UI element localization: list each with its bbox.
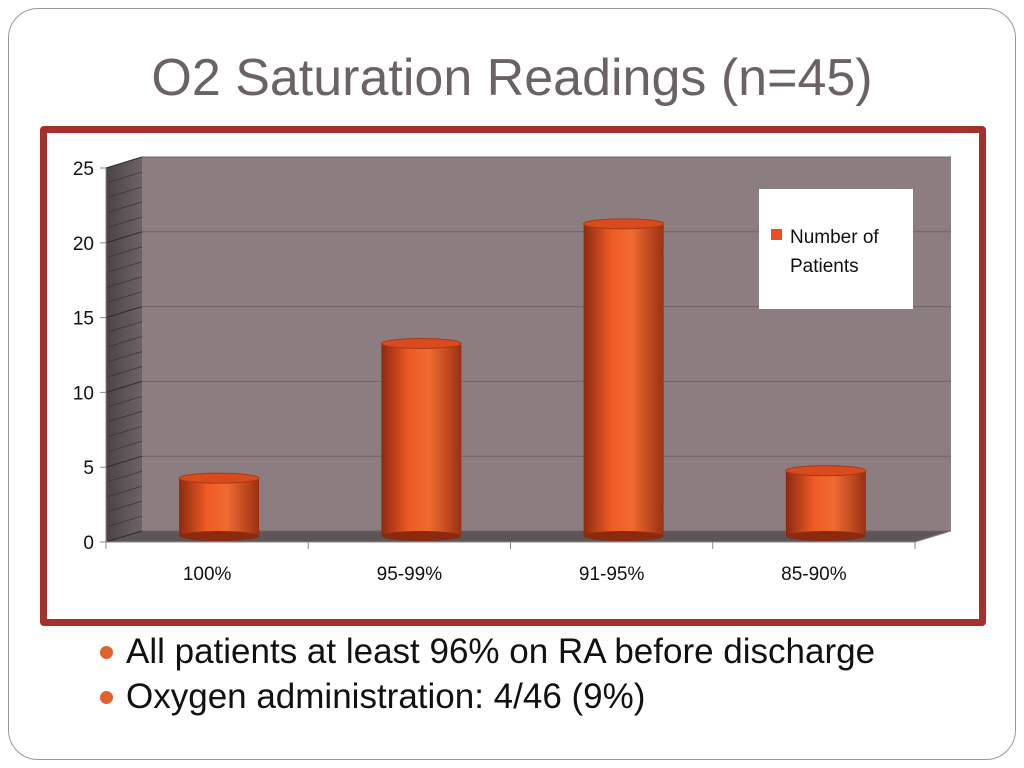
bar-top: [380, 338, 462, 350]
bullet-dot-icon: [100, 691, 113, 704]
plot-back-wall: [142, 157, 951, 531]
minor-gridline-side: [105, 485, 143, 498]
minor-gridline-side: [105, 410, 143, 423]
y-tick-label: 5: [83, 458, 94, 479]
minor-gridline-side: [105, 171, 143, 184]
bar-base: [179, 531, 260, 541]
minor-gridline-side: [105, 440, 143, 453]
minor-gridline-side: [105, 351, 143, 363]
slide-title: O2 Saturation Readings (n=45): [151, 49, 873, 107]
bar-top: [583, 218, 665, 230]
gridline-side: [105, 380, 143, 393]
bullet-list: All patients at least 96% on RA before d…: [100, 634, 960, 724]
plot-side-wall: [106, 157, 142, 542]
gridline-side: [105, 306, 143, 319]
bar: [583, 223, 664, 536]
legend-box: [759, 189, 913, 309]
gridline-side: [105, 156, 143, 169]
minor-gridline-side: [105, 425, 143, 438]
x-tick-label: 91-95%: [579, 564, 645, 585]
bullet-item-oxygen: Oxygen administration: 4/46 (9%): [100, 679, 960, 714]
x-tick-label: 100%: [183, 564, 232, 585]
y-tick-label: 15: [73, 309, 94, 330]
legend-swatch: [771, 229, 782, 240]
minor-gridline-side: [105, 500, 143, 513]
bar-base: [785, 531, 866, 541]
y-tick-label: 25: [73, 159, 94, 180]
bullet-item-discharge: All patients at least 96% on RA before d…: [100, 634, 960, 669]
x-tick-label: 85-90%: [781, 564, 847, 585]
gridline-side: [105, 231, 143, 244]
gridline-side: [105, 455, 143, 468]
bar-base: [583, 531, 664, 541]
bar-top: [785, 465, 867, 477]
minor-gridline-side: [105, 246, 143, 259]
y-tick-label: 20: [73, 234, 94, 255]
plot-floor: [106, 531, 951, 542]
x-axis-depth-line: [914, 530, 952, 543]
bullet-text: All patients at least 96% on RA before d…: [126, 632, 876, 671]
minor-gridline-side: [105, 515, 143, 528]
minor-gridline-side: [105, 216, 143, 229]
y-tick-label: 0: [83, 533, 94, 554]
minor-gridline-side: [105, 336, 143, 348]
legend-label: Number of Patients: [790, 227, 879, 277]
bar: [179, 478, 260, 536]
x-tick-label: 95-99%: [377, 564, 443, 585]
minor-gridline-side: [105, 470, 143, 483]
minor-gridline-side: [105, 395, 143, 408]
bar-base: [381, 531, 462, 541]
minor-gridline-side: [105, 186, 143, 199]
bar-top: [178, 472, 260, 484]
bullet-text: Oxygen administration: 4/46 (9%): [126, 677, 646, 716]
y-tick-label: 10: [73, 383, 94, 404]
bar: [381, 343, 462, 536]
minor-gridline-side: [105, 291, 143, 304]
bullet-dot-icon: [100, 646, 113, 659]
bar: [785, 470, 866, 536]
minor-gridline-side: [105, 276, 143, 289]
minor-gridline-side: [105, 321, 143, 333]
minor-gridline-side: [105, 201, 143, 214]
minor-gridline-side: [105, 261, 143, 274]
minor-gridline-side: [105, 366, 143, 378]
gridline-side: [105, 530, 143, 543]
